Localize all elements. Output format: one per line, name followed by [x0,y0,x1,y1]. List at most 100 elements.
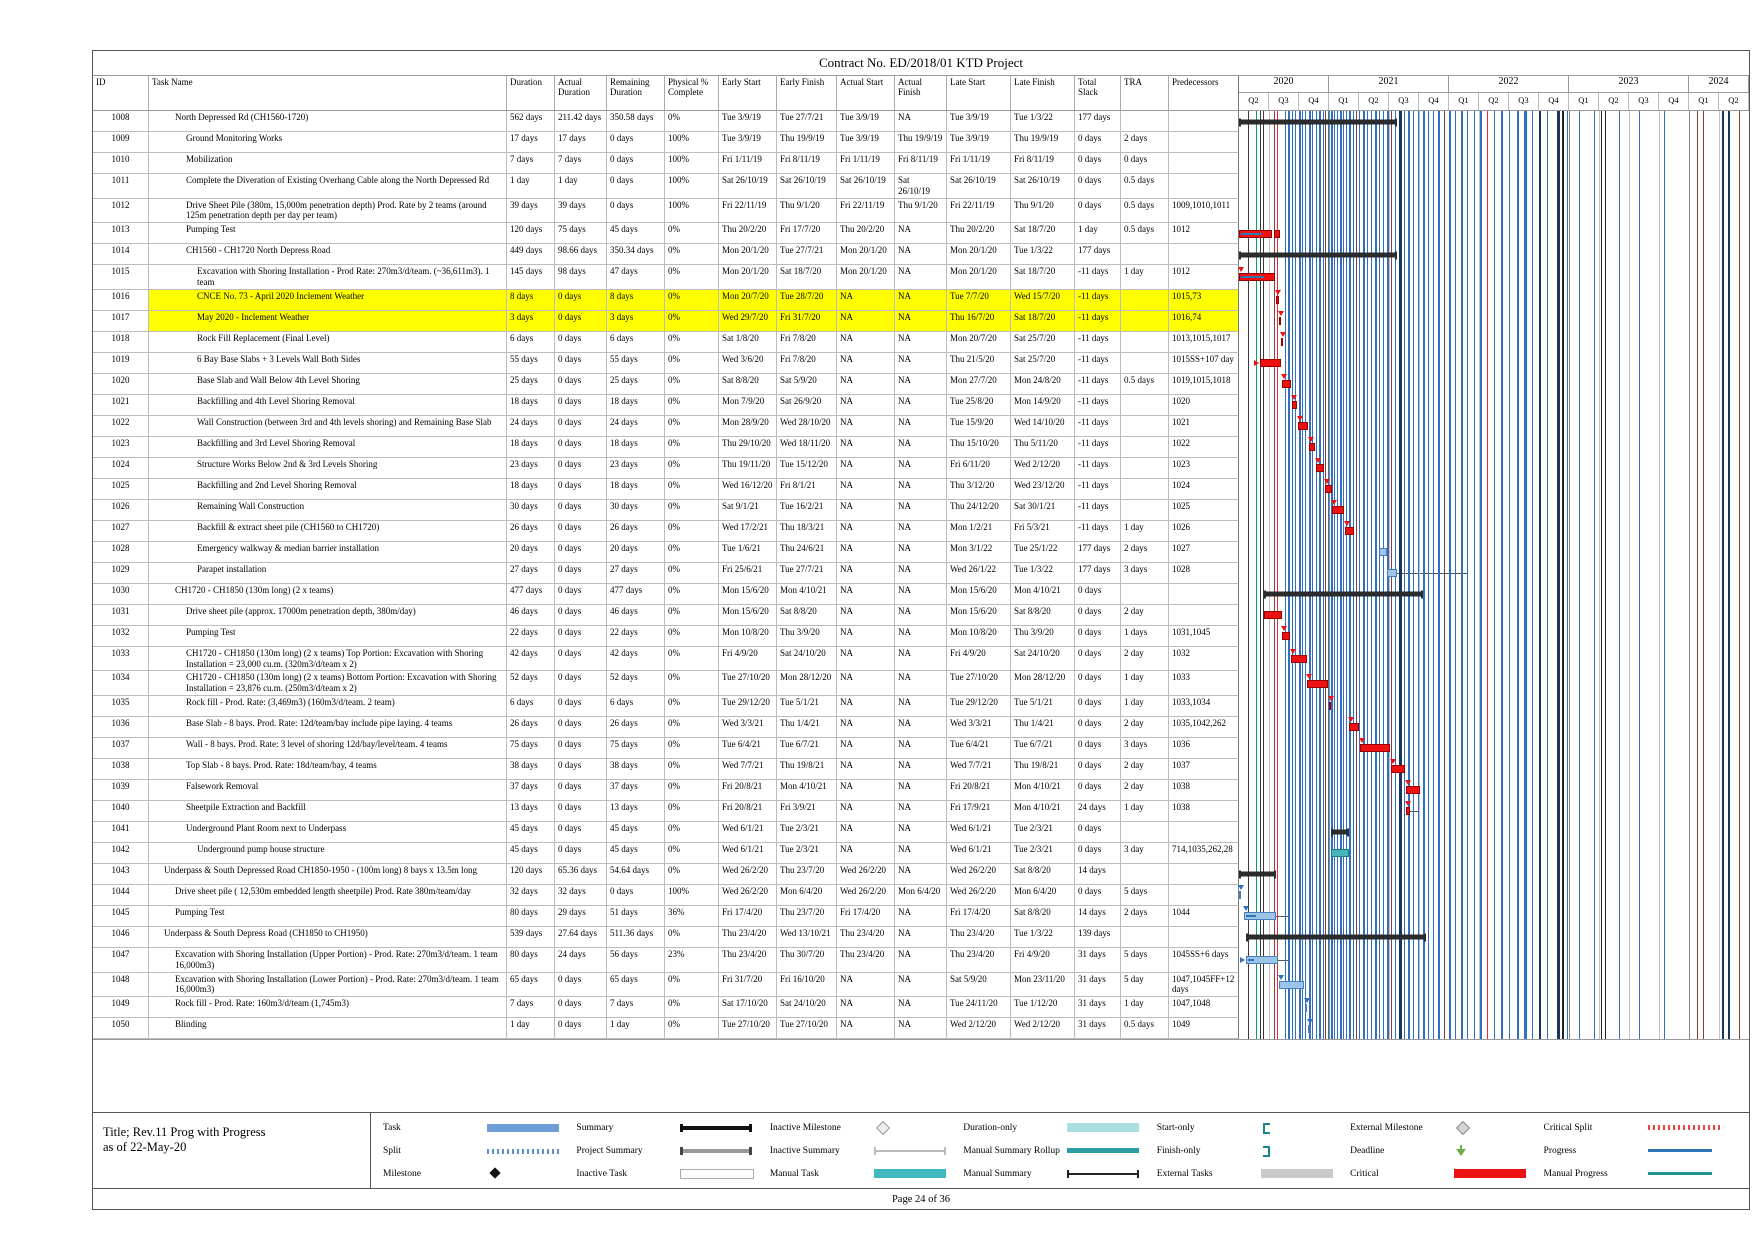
cell-pred: 1033 [1169,671,1239,696]
cell-name: Wall - 8 bays. Prod. Rate: 3 level of sh… [149,737,507,759]
cell-lf: Tue 1/12/20 [1011,997,1075,1019]
cell-ls: Mon 27/7/20 [947,373,1011,395]
gantt-row-area [1239,353,1749,374]
cell-ls: Tue 6/4/21 [947,737,1011,759]
cell-lf: Fri 5/3/21 [1011,520,1075,542]
cell-pct: 0% [665,478,719,500]
column-header-slack: Total Slack [1075,76,1121,110]
legend-swatch-summary-bar [680,1122,764,1134]
cell-rdur: 6 days [607,695,665,717]
cell-slack: 14 days [1075,863,1121,885]
cell-pct: 100% [665,174,719,199]
legend-item: Manual Summary Rollup [963,1145,1156,1157]
cell-ls: Fri 17/4/20 [947,905,1011,927]
cell-pct: 0% [665,310,719,332]
cell-rdur: 27 days [607,562,665,584]
legend-item-label: Project Summary [576,1145,643,1156]
cell-dur: 24 days [507,415,555,437]
legend-swatch-manual-task-bar [873,1168,958,1180]
cell-ast: NA [837,779,895,801]
cell-ef: Fri 31/7/20 [777,310,837,332]
cell-pct: 0% [665,695,719,717]
cell-ls: Wed 2/12/20 [947,1018,1011,1040]
cell-id: 1021 [93,394,149,416]
cell-name: Pumping Test [149,223,507,245]
cell-slack: -11 days [1075,352,1121,374]
cell-dur: 52 days [507,671,555,696]
cell-dur: 3 days [507,310,555,332]
timeline-year-label: 2023 [1569,76,1689,93]
cell-ef: Fri 7/8/20 [777,352,837,374]
cell-adur: 0 days [555,499,607,521]
cell-es: Fri 22/11/19 [719,198,777,224]
legend-item: Critical Split [1544,1122,1737,1134]
cell-pct: 100% [665,198,719,224]
cell-rdur: 0 days [607,174,665,199]
cell-pct: 0% [665,779,719,801]
cell-id: 1031 [93,604,149,626]
cell-ast: Thu 23/4/20 [837,926,895,948]
timeline-quarters-row: Q2 Q3 Q4 Q1 Q2 Q3 Q4 Q1 Q2 Q3 Q4 Q1 Q2 Q3 Q4 Q1 Q2 [1239,93,1749,110]
task-row-1042: 1042 Underground pump house structure 45 d… [93,842,1749,864]
gantt-row-area [1239,416,1749,437]
cell-tra [1121,244,1169,266]
cell-adur: 0 days [555,436,607,458]
cell-ls: Mon 3/1/22 [947,541,1011,563]
cell-rdur: 7 days [607,997,665,1019]
cell-afn: NA [895,457,947,479]
cell-ls: Tue 3/9/19 [947,111,1011,132]
cell-name: Backfilling and 2nd Level Shoring Remova… [149,478,507,500]
cell-dur: 13 days [507,800,555,822]
gantt-row-area [1239,906,1749,927]
cell-id: 1027 [93,520,149,542]
gantt-row-area [1239,1018,1749,1039]
cell-rdur: 26 days [607,716,665,738]
cell-rdur: 511.36 days [607,926,665,948]
gantt-bar-critical [1276,296,1279,305]
cell-tra: 1 day [1121,671,1169,696]
cell-adur: 0 days [555,695,607,717]
cell-pct: 0% [665,863,719,885]
cell-es: Thu 23/4/20 [719,926,777,948]
legend-item: Milestone [383,1168,576,1180]
cell-afn: NA [895,737,947,759]
link-arrow-icon [1278,311,1284,317]
task-row-1021: 1021 Backfilling and 4th Level Shoring Re… [93,394,1749,416]
cell-slack: 177 days [1075,111,1121,132]
gantt-row-area [1239,864,1749,885]
cell-afn: NA [895,863,947,885]
cell-adur: 0 days [555,310,607,332]
legend-column: Summary Project Summary Inactive Task [576,1116,769,1185]
gantt-report-page: Contract No. ED/2018/01 KTD Project ID Ta… [92,50,1750,1210]
cell-pred [1169,153,1239,174]
task-row-1031: 1031 Drive sheet pile (approx. 17000m pen… [93,604,1749,626]
cell-afn: NA [895,758,947,780]
timeline-quarter-label: Q4 [1419,93,1449,110]
gantt-row-area [1239,997,1749,1018]
cell-slack: 0 days [1075,821,1121,843]
cell-ef: Sat 24/10/20 [777,997,837,1019]
cell-es: Thu 29/10/20 [719,436,777,458]
cell-es: Sat 17/10/20 [719,997,777,1019]
cell-afn: NA [895,352,947,374]
cell-ls: Wed 26/2/20 [947,863,1011,885]
task-row-1045: 1045 Pumping Test 80 days 29 days 51 days 36%… [93,905,1749,927]
cell-ef: Thu 23/7/20 [777,905,837,927]
cell-tra: 3 days [1121,562,1169,584]
cell-slack: 177 days [1075,562,1121,584]
cell-afn: NA [895,541,947,563]
cell-ef: Tue 15/12/20 [777,457,837,479]
cell-pct: 0% [665,457,719,479]
cell-afn: NA [895,646,947,672]
cell-ls: Mon 1/2/21 [947,520,1011,542]
legend-item: Inactive Task [576,1168,769,1180]
link-arrow-icon [1243,906,1249,912]
gantt-bar-summary [1239,870,1276,879]
cell-tra: 2 days [1121,905,1169,927]
cell-rdur: 51 days [607,905,665,927]
cell-ast: NA [837,562,895,584]
cell-dur: 22 days [507,625,555,647]
link-arrow-icon [1404,801,1411,807]
cell-ef: Fri 3/9/21 [777,800,837,822]
cell-slack: 0 days [1075,153,1121,174]
